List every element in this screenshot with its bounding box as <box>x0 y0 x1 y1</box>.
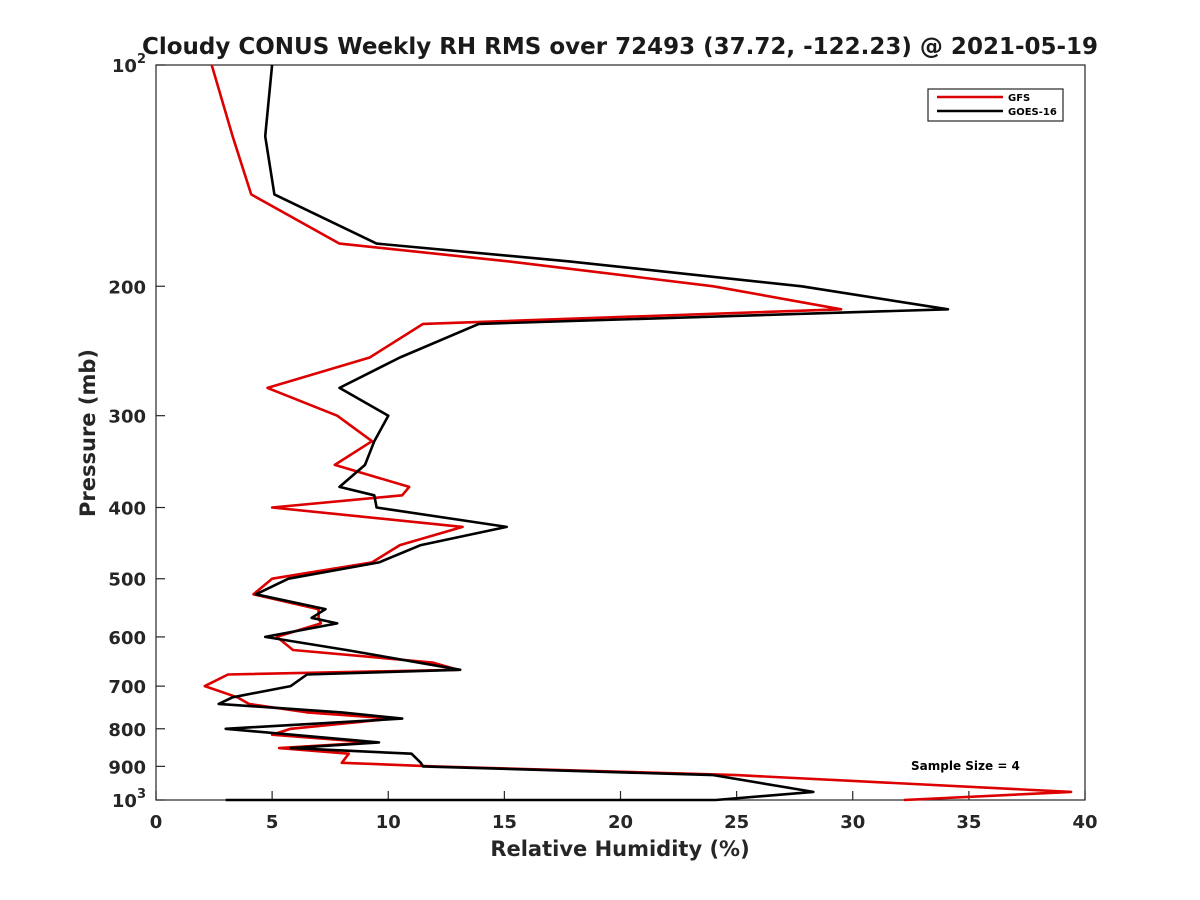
plot-area <box>155 64 1086 801</box>
y-tick-label: 600 <box>108 628 146 649</box>
x-tick-label: 20 <box>608 812 633 833</box>
x-axis: 0 5 10 15 20 25 30 35 40 <box>150 791 1098 833</box>
y-tick-label: 900 <box>108 757 146 778</box>
x-tick-label: 30 <box>840 812 865 833</box>
x-tick-label: 0 <box>150 812 163 833</box>
series-line-gfs <box>203 64 1073 802</box>
series-layer <box>203 64 1073 802</box>
y-tick-label-exponent: 3 <box>137 787 146 802</box>
y-tick-label: 700 <box>108 677 146 698</box>
y-tick-label: 300 <box>108 407 146 428</box>
y-tick-label-base: 10 <box>112 56 137 77</box>
x-tick-label: 25 <box>724 812 749 833</box>
x-tick-label: 35 <box>956 812 981 833</box>
plot-frame <box>155 64 1086 801</box>
x-tick-label: 40 <box>1072 812 1097 833</box>
x-axis-label: Relative Humidity (%) <box>490 837 749 861</box>
y-tick-label-exponent: 2 <box>137 52 146 67</box>
legend-label-goes-16: GOES-16 <box>1008 107 1057 118</box>
y-tick-label: 800 <box>108 720 146 741</box>
legend: GFS GOES-16 <box>927 88 1064 122</box>
y-tick-label-base: 10 <box>112 791 137 812</box>
y-tick-label: 103 <box>112 787 146 812</box>
y-axis-label: Pressure (mb) <box>76 349 100 517</box>
chart-title: Cloudy CONUS Weekly RH RMS over 72493 (3… <box>142 34 1098 60</box>
legend-box <box>927 88 1064 122</box>
y-tick-label: 102 <box>112 52 146 77</box>
sample-size-annotation: Sample Size = 4 <box>911 759 1020 773</box>
x-tick-label: 15 <box>492 812 517 833</box>
x-tick-label: 10 <box>376 812 401 833</box>
y-tick-label: 400 <box>108 499 146 520</box>
legend-label-gfs: GFS <box>1008 93 1030 104</box>
series-line-goes-16 <box>217 64 950 802</box>
x-tick-label: 5 <box>266 812 279 833</box>
y-tick-label: 500 <box>108 570 146 591</box>
y-tick-label: 200 <box>108 277 146 298</box>
